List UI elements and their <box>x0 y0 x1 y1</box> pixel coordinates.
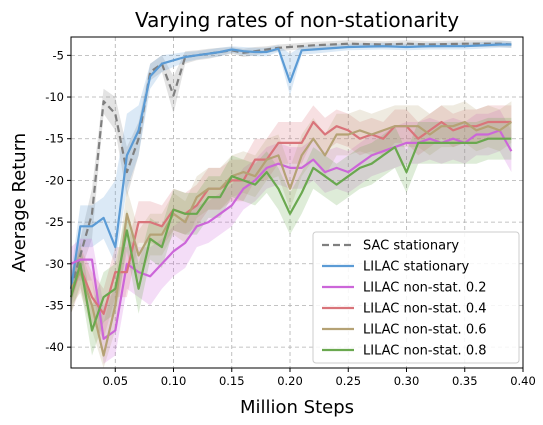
legend-label: LILAC non-stat. 0.8 <box>363 344 487 359</box>
y-tick-label: -25 <box>45 215 64 229</box>
y-tick-label: -20 <box>45 173 64 187</box>
legend-box <box>312 231 520 364</box>
x-tick-label: 0.15 <box>219 374 245 388</box>
x-tick-label: 0.05 <box>102 374 128 388</box>
x-tick-label: 0.40 <box>510 374 536 388</box>
legend-item-lilac-stationary: LILAC stationary <box>322 260 470 275</box>
series-line-lilac-stationary <box>69 43 512 289</box>
band-lilac-non-stat-0-2 <box>71 109 512 364</box>
x-axis-label: Million Steps <box>240 397 354 418</box>
series-line-lilac-non-stat-0-6 <box>70 120 513 357</box>
x-tick-label: 0.35 <box>452 374 478 388</box>
legend-label: LILAC non-stat. 0.2 <box>363 281 487 296</box>
series-line-lilac-non-stat-0-4 <box>69 120 512 315</box>
legend-item-lilac-non-stat-0-8: LILAC non-stat. 0.8 <box>322 344 487 359</box>
x-tick-label: 0.25 <box>335 374 361 388</box>
y-tick-label: -10 <box>45 90 64 104</box>
legend: SAC stationary LILAC stationary LILAC non-… <box>312 231 520 364</box>
chart-title: Varying rates of non-stationarity <box>135 8 459 32</box>
y-axis-label: Average Return <box>9 133 30 272</box>
plot-frame <box>70 36 524 369</box>
legend-item-lilac-non-stat-0-6: LILAC non-stat. 0.6 <box>322 323 487 338</box>
legend-item-lilac-non-stat-0-4: LILAC non-stat. 0.4 <box>322 302 487 317</box>
band-lilac-non-stat-0-8 <box>71 117 512 356</box>
x-tick-label: 0.20 <box>277 374 303 388</box>
x-axis-ticks: 0.05 0.10 0.15 0.20 0.25 0.30 0.35 0.40 <box>102 368 536 388</box>
series-lines <box>69 42 513 357</box>
legend-item-sac-stationary: SAC stationary <box>322 239 459 254</box>
legend-label: LILAC non-stat. 0.6 <box>363 323 487 338</box>
y-tick-label: -5 <box>53 48 64 62</box>
band-lilac-non-stat-0-4 <box>71 105 512 339</box>
y-tick-label: -40 <box>45 340 64 354</box>
x-tick-label: 0.10 <box>161 374 187 388</box>
legend-item-lilac-non-stat-0-2: LILAC non-stat. 0.2 <box>322 281 487 296</box>
y-tick-label: -15 <box>45 132 64 146</box>
legend-label: LILAC stationary <box>363 260 470 275</box>
x-tick-label: 0.30 <box>394 374 420 388</box>
legend-label: LILAC non-stat. 0.4 <box>363 302 487 317</box>
y-tick-label: -30 <box>45 257 64 271</box>
series-line-lilac-non-stat-0-8 <box>69 137 512 332</box>
legend-label: SAC stationary <box>363 239 459 254</box>
y-tick-label: -35 <box>45 298 64 312</box>
y-axis-ticks: -40 -35 -30 -25 -20 -15 -10 -5 <box>45 48 71 354</box>
